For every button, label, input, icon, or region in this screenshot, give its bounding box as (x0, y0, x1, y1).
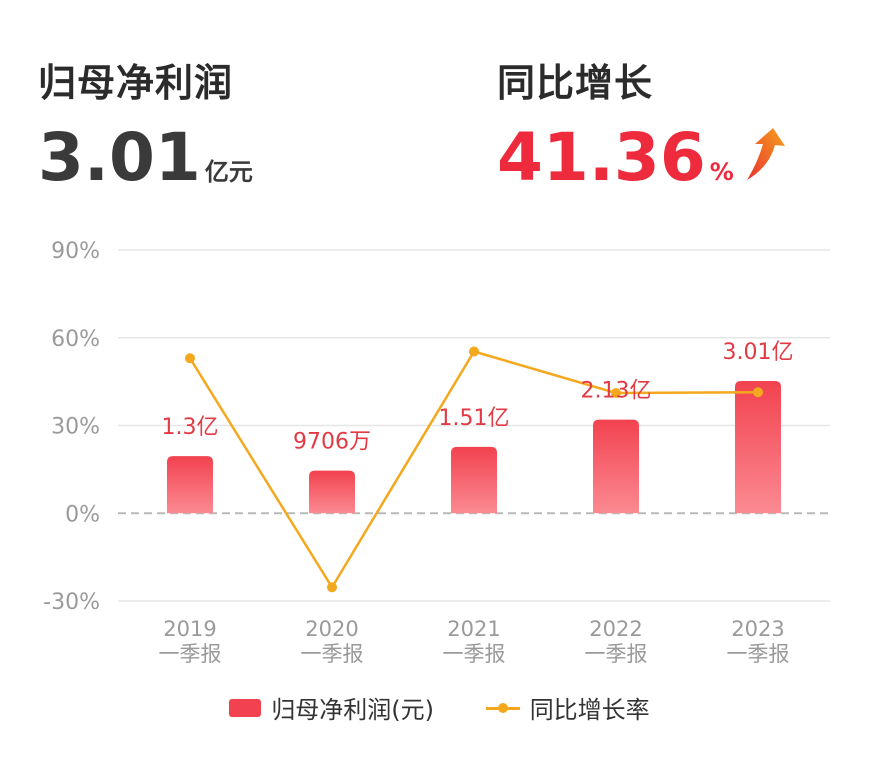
x-tick-year: 2023 (731, 617, 784, 641)
growth-point (327, 582, 337, 593)
growth-point (753, 387, 763, 398)
bar-data-label: 9706万 (293, 430, 371, 455)
x-tick-year: 2020 (305, 617, 358, 641)
chart-legend: 归母净利润(元) 同比增长率 (0, 690, 879, 725)
x-tick-period: 一季报 (585, 642, 648, 666)
growth-kpi: 同比增长 41.36% (497, 52, 787, 191)
profit-value-row: 3.01 亿元 (38, 125, 253, 191)
x-tick-year: 2021 (447, 617, 500, 641)
up-arrow-icon (747, 128, 786, 180)
growth-value-row: 41.36% (497, 125, 787, 191)
bar (593, 419, 639, 514)
bar (167, 456, 213, 514)
profit-growth-chart: 90% 60% 30% 0% -30% 1.3亿 9706万 1.51亿 2.13亿 3.01亿… (43, 239, 830, 666)
y-tick-label: 60% (51, 327, 100, 352)
x-tick-year: 2019 (163, 617, 216, 641)
x-tick-period: 一季报 (727, 642, 790, 666)
x-tick-year: 2022 (589, 617, 642, 641)
bar-data-label: 2.13亿 (581, 379, 652, 404)
growth-point (469, 346, 479, 357)
y-tick-label: 90% (51, 239, 100, 264)
profit-unit: 亿元 (204, 158, 253, 186)
growth-point (611, 388, 621, 399)
profit-label: 归母净利润 (38, 61, 234, 105)
bar-data-label: 3.01亿 (723, 340, 794, 365)
bar (309, 470, 355, 514)
growth-point (185, 353, 195, 364)
x-tick-period: 一季报 (159, 642, 222, 666)
y-tick-label: 0% (65, 502, 100, 527)
bar (451, 446, 497, 514)
bar (735, 381, 781, 514)
legend-item-growth: 同比增长率 (485, 690, 650, 725)
profit-kpi: 归母净利润 3.01 亿元 (38, 52, 253, 191)
y-tick-label: -30% (43, 590, 100, 615)
bar-data-label: 1.51亿 (439, 406, 510, 431)
growth-label: 同比增长 (497, 61, 654, 105)
bar-data-label: 1.3亿 (162, 415, 219, 440)
profit-value: 3.01 (38, 119, 201, 196)
y-tick-label: 30% (51, 415, 100, 440)
legend-profit-label: 归母净利润(元) (271, 696, 435, 724)
legend-bar-swatch (229, 698, 262, 717)
growth-value: 41.36 (497, 119, 706, 196)
legend-item-profit: 归母净利润(元) (229, 690, 434, 725)
x-tick-period: 一季报 (301, 642, 364, 666)
legend-growth-label: 同比增长率 (529, 696, 650, 724)
growth-unit: % (709, 158, 734, 186)
x-tick-period: 一季报 (443, 642, 506, 666)
legend-line-swatch (485, 699, 520, 717)
